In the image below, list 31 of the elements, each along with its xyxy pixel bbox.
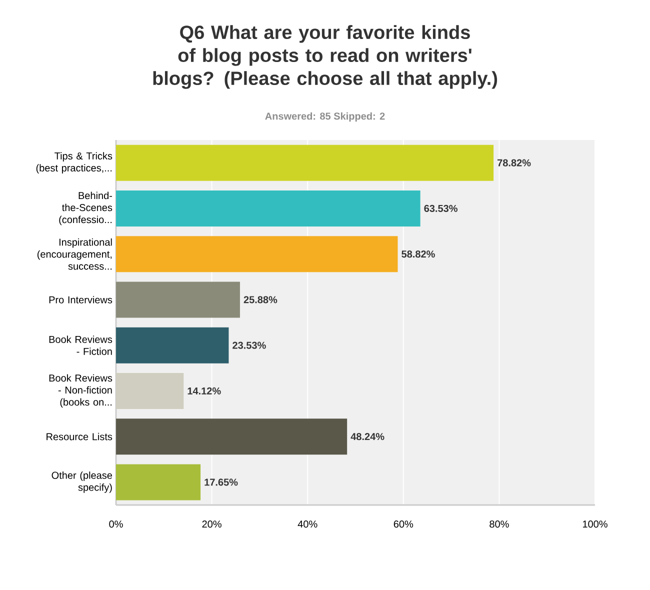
y-tick-label: Inspirational (encouragement, success... <box>37 238 112 270</box>
x-tick-label: 60% <box>394 520 414 528</box>
data-label: 48.24% <box>350 433 384 440</box>
chart-subtitle: Answered: 85 Skipped: 2 <box>265 112 385 122</box>
bar <box>116 464 201 500</box>
x-tick-label: 0% <box>109 520 123 528</box>
y-tick-label: Tips & Tricks (best practices,... <box>36 152 112 174</box>
data-label: 25.88% <box>244 296 278 304</box>
chart-title: Q6 What are your favorite kinds of blog posts to read on writers' blogs? (Please choose all that apply.) <box>153 25 498 89</box>
y-tick-label: Behind-the-Scenes (confessio... <box>59 192 112 226</box>
bar <box>116 190 420 226</box>
x-tick-label: 100% <box>582 520 608 528</box>
bar <box>116 282 240 318</box>
data-label: 58.82% <box>402 250 435 258</box>
x-tick-label: 20% <box>202 520 222 528</box>
y-tick-label: Book Reviews - Non-fiction (books on... <box>49 374 112 408</box>
x-tick-label: 80% <box>490 520 509 528</box>
data-label: 23.53% <box>232 342 266 349</box>
bar <box>116 327 229 364</box>
bar <box>116 236 398 272</box>
data-label: 17.65% <box>204 478 238 486</box>
bar <box>116 144 494 181</box>
y-tick-label: Book Reviews - Fiction <box>49 336 112 355</box>
y-tick-label: Pro Interviews <box>49 296 112 304</box>
data-label: 63.53% <box>424 204 458 212</box>
y-tick-label: Other (please specify) <box>52 472 112 493</box>
data-label: 14.12% <box>188 387 221 394</box>
data-label: 78.82% <box>498 159 531 166</box>
x-tick-label: 40% <box>298 520 318 528</box>
bar <box>116 418 348 455</box>
y-tick-label: Resource Lists <box>46 432 112 440</box>
